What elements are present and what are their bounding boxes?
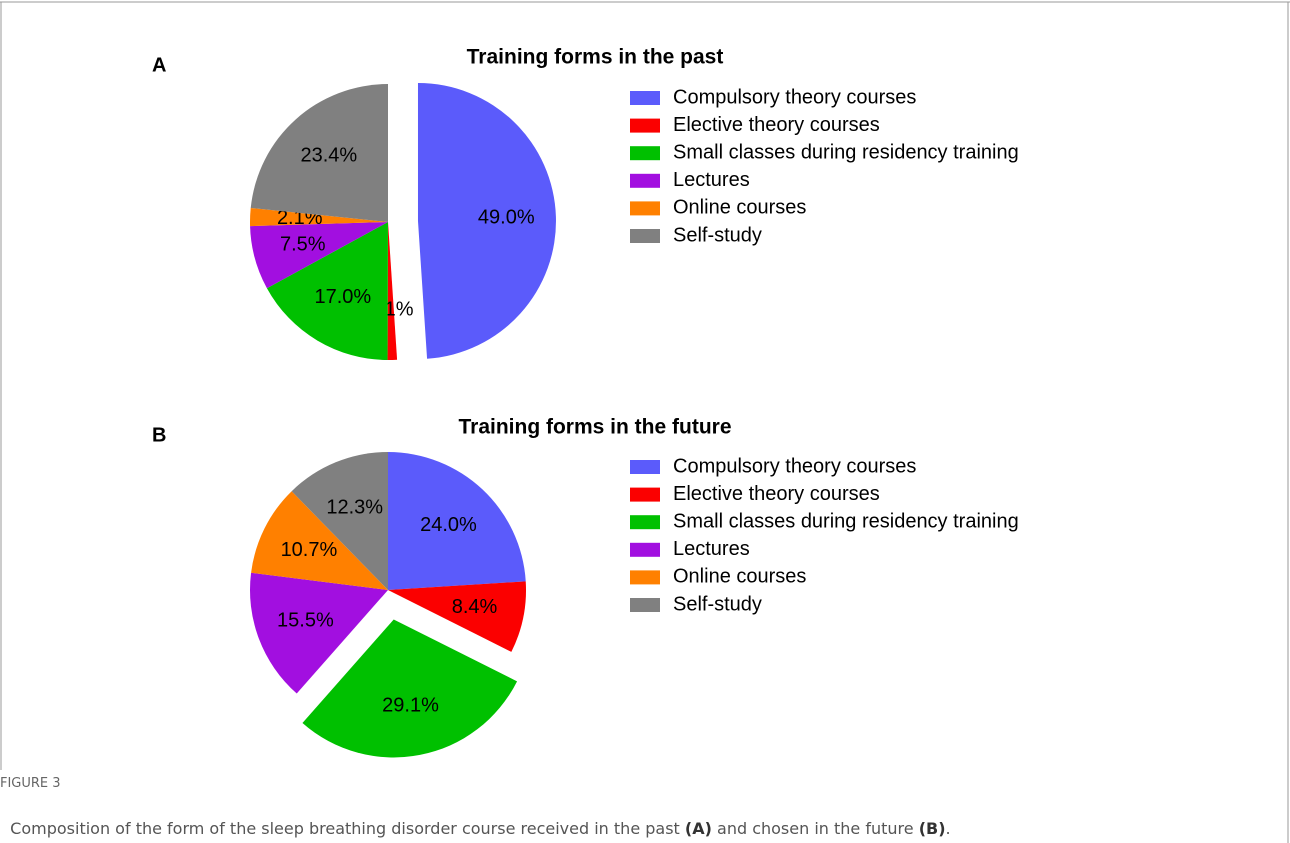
pie-slice bbox=[266, 222, 388, 360]
figure-label: FIGURE 3 bbox=[0, 776, 61, 791]
pie-slice bbox=[417, 83, 556, 359]
legend-label: Self-study bbox=[673, 224, 762, 246]
legend-swatch bbox=[630, 460, 660, 474]
data-label: 10.7% bbox=[281, 539, 338, 561]
caption-ref: (B) bbox=[918, 819, 946, 838]
legend-label: Small classes during residency training bbox=[673, 141, 1019, 163]
caption-text: and chosen in the future bbox=[711, 819, 919, 838]
pie-slice bbox=[250, 222, 388, 289]
figure-caption: Composition of the form of the sleep bre… bbox=[0, 800, 951, 838]
data-label: 15.5% bbox=[277, 610, 334, 632]
data-label: 12.3% bbox=[326, 496, 383, 518]
legend-swatch bbox=[630, 229, 660, 243]
panel-label: A bbox=[152, 54, 166, 76]
pie-slice bbox=[302, 619, 518, 758]
pie-slice bbox=[250, 207, 388, 227]
pie-slice bbox=[388, 581, 526, 652]
caption-ref: (A) bbox=[684, 819, 712, 838]
legend-label: Online courses bbox=[673, 566, 806, 588]
legend-swatch bbox=[630, 201, 660, 216]
caption-text: . bbox=[945, 819, 951, 838]
legend-swatch bbox=[630, 487, 660, 502]
legend-swatch bbox=[630, 118, 660, 133]
pie-slice bbox=[250, 572, 388, 694]
panel-label: B bbox=[152, 424, 166, 446]
pie-slice bbox=[250, 84, 388, 222]
legend-swatch bbox=[630, 598, 660, 612]
legend-label: Self-study bbox=[673, 593, 762, 615]
data-label: 29.1% bbox=[382, 694, 439, 716]
legend-swatch bbox=[630, 146, 660, 161]
legend-label: Lectures bbox=[673, 538, 750, 560]
data-label: 49.0% bbox=[478, 206, 535, 228]
chart-title: Training forms in the future bbox=[458, 416, 731, 439]
legend-label: Elective theory courses bbox=[673, 483, 880, 505]
legend-swatch bbox=[630, 173, 660, 188]
legend-label: Compulsory theory courses bbox=[673, 455, 916, 477]
legend-swatch bbox=[630, 542, 660, 557]
legend-label: Compulsory theory courses bbox=[673, 86, 916, 108]
chart-title: Training forms in the past bbox=[467, 46, 724, 69]
data-label: 23.4% bbox=[300, 145, 357, 167]
data-label: 17.0% bbox=[314, 286, 371, 308]
caption-text: Composition of the form of the sleep bre… bbox=[10, 819, 685, 838]
legend-label: Small classes during residency training bbox=[673, 510, 1019, 532]
pie-slice bbox=[291, 452, 388, 590]
legend-label: Lectures bbox=[673, 169, 750, 191]
data-label: 7.5% bbox=[280, 233, 326, 255]
data-label: 8.4% bbox=[452, 596, 498, 618]
pie-slice bbox=[387, 222, 398, 360]
legend-swatch bbox=[630, 570, 660, 585]
pie-slice bbox=[388, 452, 526, 590]
data-label: 24.0% bbox=[420, 514, 477, 536]
legend-label: Elective theory courses bbox=[673, 114, 880, 136]
legend-label: Online courses bbox=[673, 197, 806, 219]
legend-swatch bbox=[630, 91, 660, 105]
legend-swatch bbox=[630, 515, 660, 530]
pie-slice bbox=[251, 491, 388, 590]
